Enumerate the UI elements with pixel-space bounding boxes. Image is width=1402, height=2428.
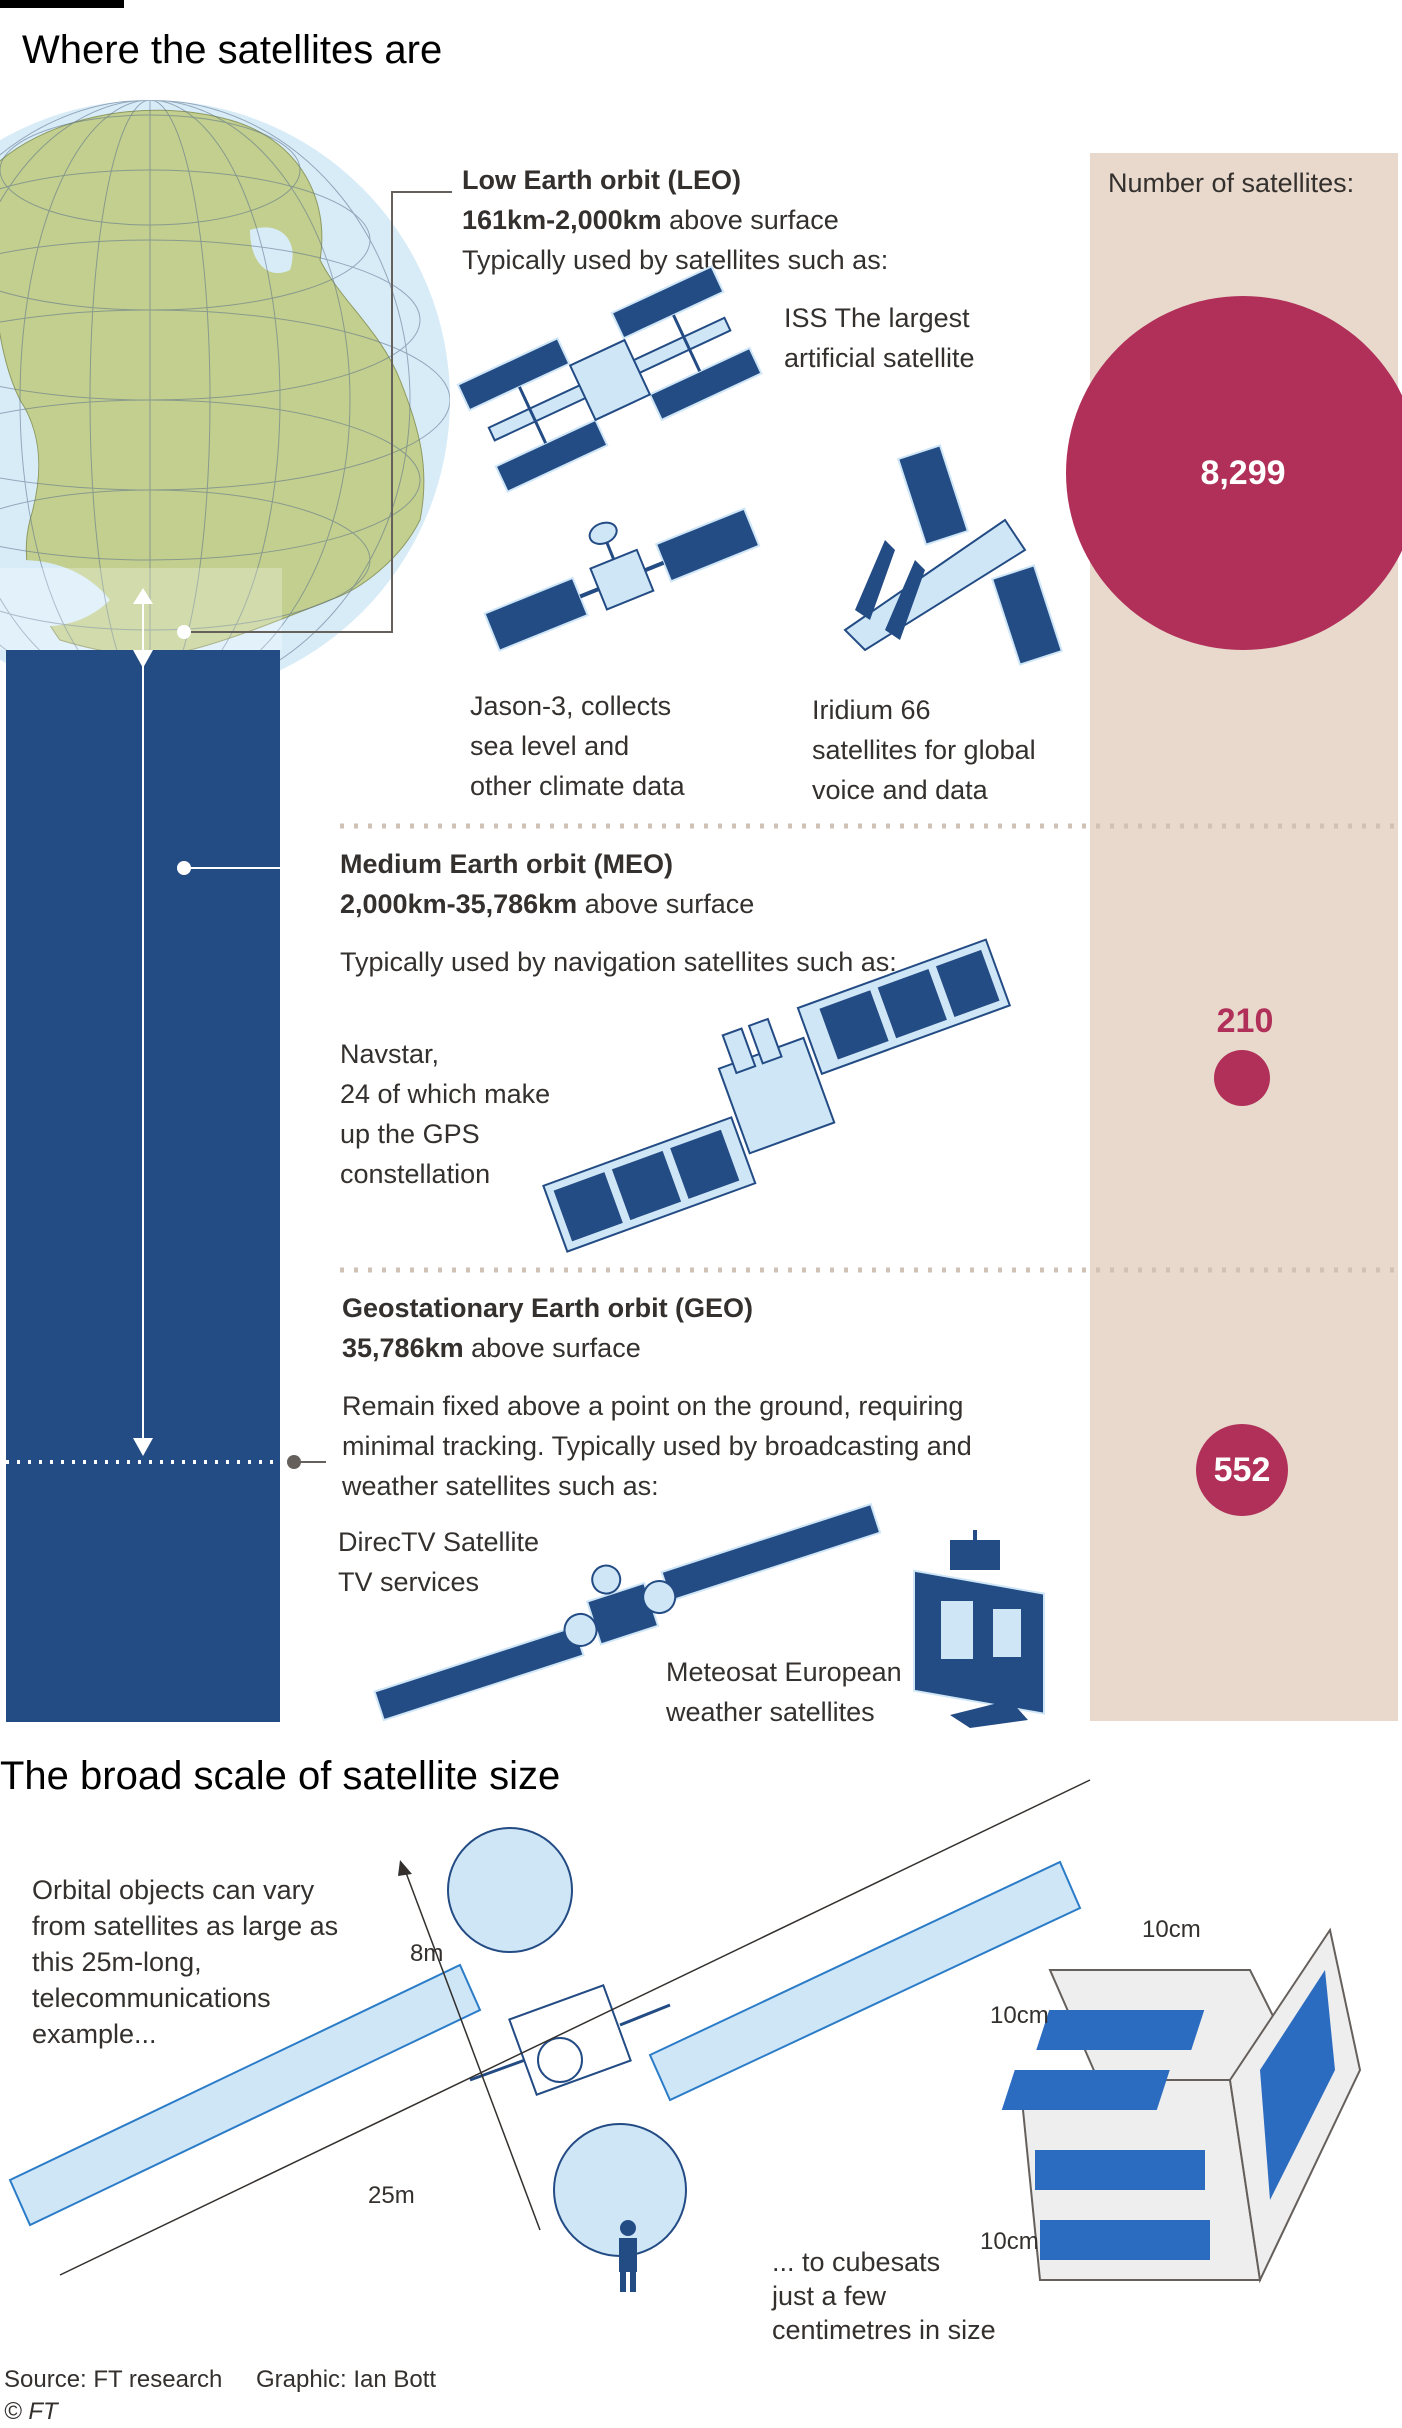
meo-count-circle	[1214, 1050, 1270, 1106]
leo-desc: Typically used by satellites such as:	[462, 245, 889, 275]
directv-label-1: DirecTV Satellite	[338, 1527, 540, 1557]
leo-range: 161km-2,000km	[462, 205, 662, 235]
dim-8m: 8m	[410, 1940, 444, 1967]
meo-desc: Typically used by navigation satellites …	[340, 947, 897, 977]
meteosat-label-2: weather satellites	[666, 1697, 875, 1727]
meo-range: 2,000km-35,786km	[340, 889, 578, 919]
geo-count: 552	[1213, 1450, 1271, 1489]
jason3-satellite-icon	[483, 507, 761, 652]
cubesat-text-3: centimetres in size	[772, 2315, 996, 2345]
earth-globe-icon	[0, 100, 450, 700]
cubesat-text-2: just a few	[772, 2281, 887, 2311]
iridium-label-2: satellites for global	[812, 735, 1036, 765]
source-credit: Source: FT research	[4, 2366, 223, 2393]
scale-intro-2: from satellites as large as	[32, 1911, 339, 1941]
geo-desc-1: Remain fixed above a point on the ground…	[342, 1391, 964, 1421]
cube-dim-bottom: 10cm	[980, 2228, 1039, 2255]
geo-range-suffix: above surface	[463, 1333, 641, 1363]
iss-satellite-icon	[456, 265, 763, 494]
jason-label-3: other climate data	[470, 771, 685, 801]
navstar-label-2: 24 of which make	[340, 1079, 551, 1109]
cubesat-text-1: ... to cubesats	[772, 2247, 941, 2277]
iridium-label-3: voice and data	[812, 775, 988, 805]
iss-label-2: artificial satellite	[784, 343, 975, 373]
count-header: Number of satellites:	[1108, 168, 1355, 198]
ft-topbar	[0, 0, 124, 8]
directv-satellite-icon	[373, 1502, 882, 1722]
meo-name: Medium Earth orbit (MEO)	[340, 849, 673, 879]
telecom-satellite-icon	[8, 1779, 1091, 2292]
meteosat-label-1: Meteosat European	[666, 1657, 902, 1687]
scale-intro-3: this 25m-long,	[32, 1947, 202, 1977]
copyright: © FT	[4, 2398, 58, 2425]
iridium-satellite-icon	[843, 444, 1064, 666]
scale-intro-5: example...	[32, 2019, 157, 2049]
leo-range-line: 161km-2,000km above surface	[462, 200, 839, 240]
dim-25m: 25m	[368, 2182, 415, 2209]
directv-label-2: TV services	[338, 1567, 480, 1597]
connector-lines	[6, 191, 1400, 1469]
leo-count-circle: 8,299	[1066, 296, 1402, 650]
geo-range-line: 35,786km above surface	[342, 1328, 641, 1368]
meo-count: 210	[1216, 1002, 1274, 1040]
graphic-credit: Graphic: Ian Bott	[256, 2366, 437, 2393]
cube-dim-top: 10cm	[1142, 1916, 1201, 1943]
meteosat-satellite-icon	[913, 1530, 1045, 1728]
iss-label-1: ISS The largest	[784, 303, 970, 333]
main-title: Where the satellites are	[22, 28, 443, 72]
navstar-label-1: Navstar,	[340, 1039, 440, 1069]
cube-dim-left: 10cm	[990, 2002, 1049, 2029]
cubesat-icon	[1001, 1927, 1362, 2284]
geo-desc-3: weather satellites such as:	[342, 1471, 659, 1501]
scale-intro-4: telecommunications	[32, 1983, 271, 2013]
meo-range-suffix: above surface	[577, 889, 755, 919]
scale-intro-1: Orbital objects can vary	[32, 1875, 315, 1905]
jason-label-2: sea level and	[470, 731, 630, 761]
geo-desc-2: minimal tracking. Typically used by broa…	[342, 1431, 972, 1461]
geo-name: Geostationary Earth orbit (GEO)	[342, 1293, 754, 1323]
geo-range: 35,786km	[342, 1333, 464, 1363]
leo-name: Low Earth orbit (LEO)	[462, 165, 741, 195]
navstar-label-4: constellation	[340, 1159, 491, 1189]
meo-range-line: 2,000km-35,786km above surface	[340, 884, 754, 924]
iridium-label-1: Iridium 66	[812, 695, 931, 725]
jason-label-1: Jason-3, collects	[470, 691, 672, 721]
leo-range-suffix: above surface	[661, 205, 839, 235]
geo-count-circle: 552	[1196, 1424, 1288, 1516]
leo-count: 8,299	[1200, 453, 1286, 492]
navstar-label-3: up the GPS	[340, 1119, 480, 1149]
second-title: The broad scale of satellite size	[0, 1754, 561, 1798]
navstar-satellite-icon	[542, 938, 1012, 1253]
